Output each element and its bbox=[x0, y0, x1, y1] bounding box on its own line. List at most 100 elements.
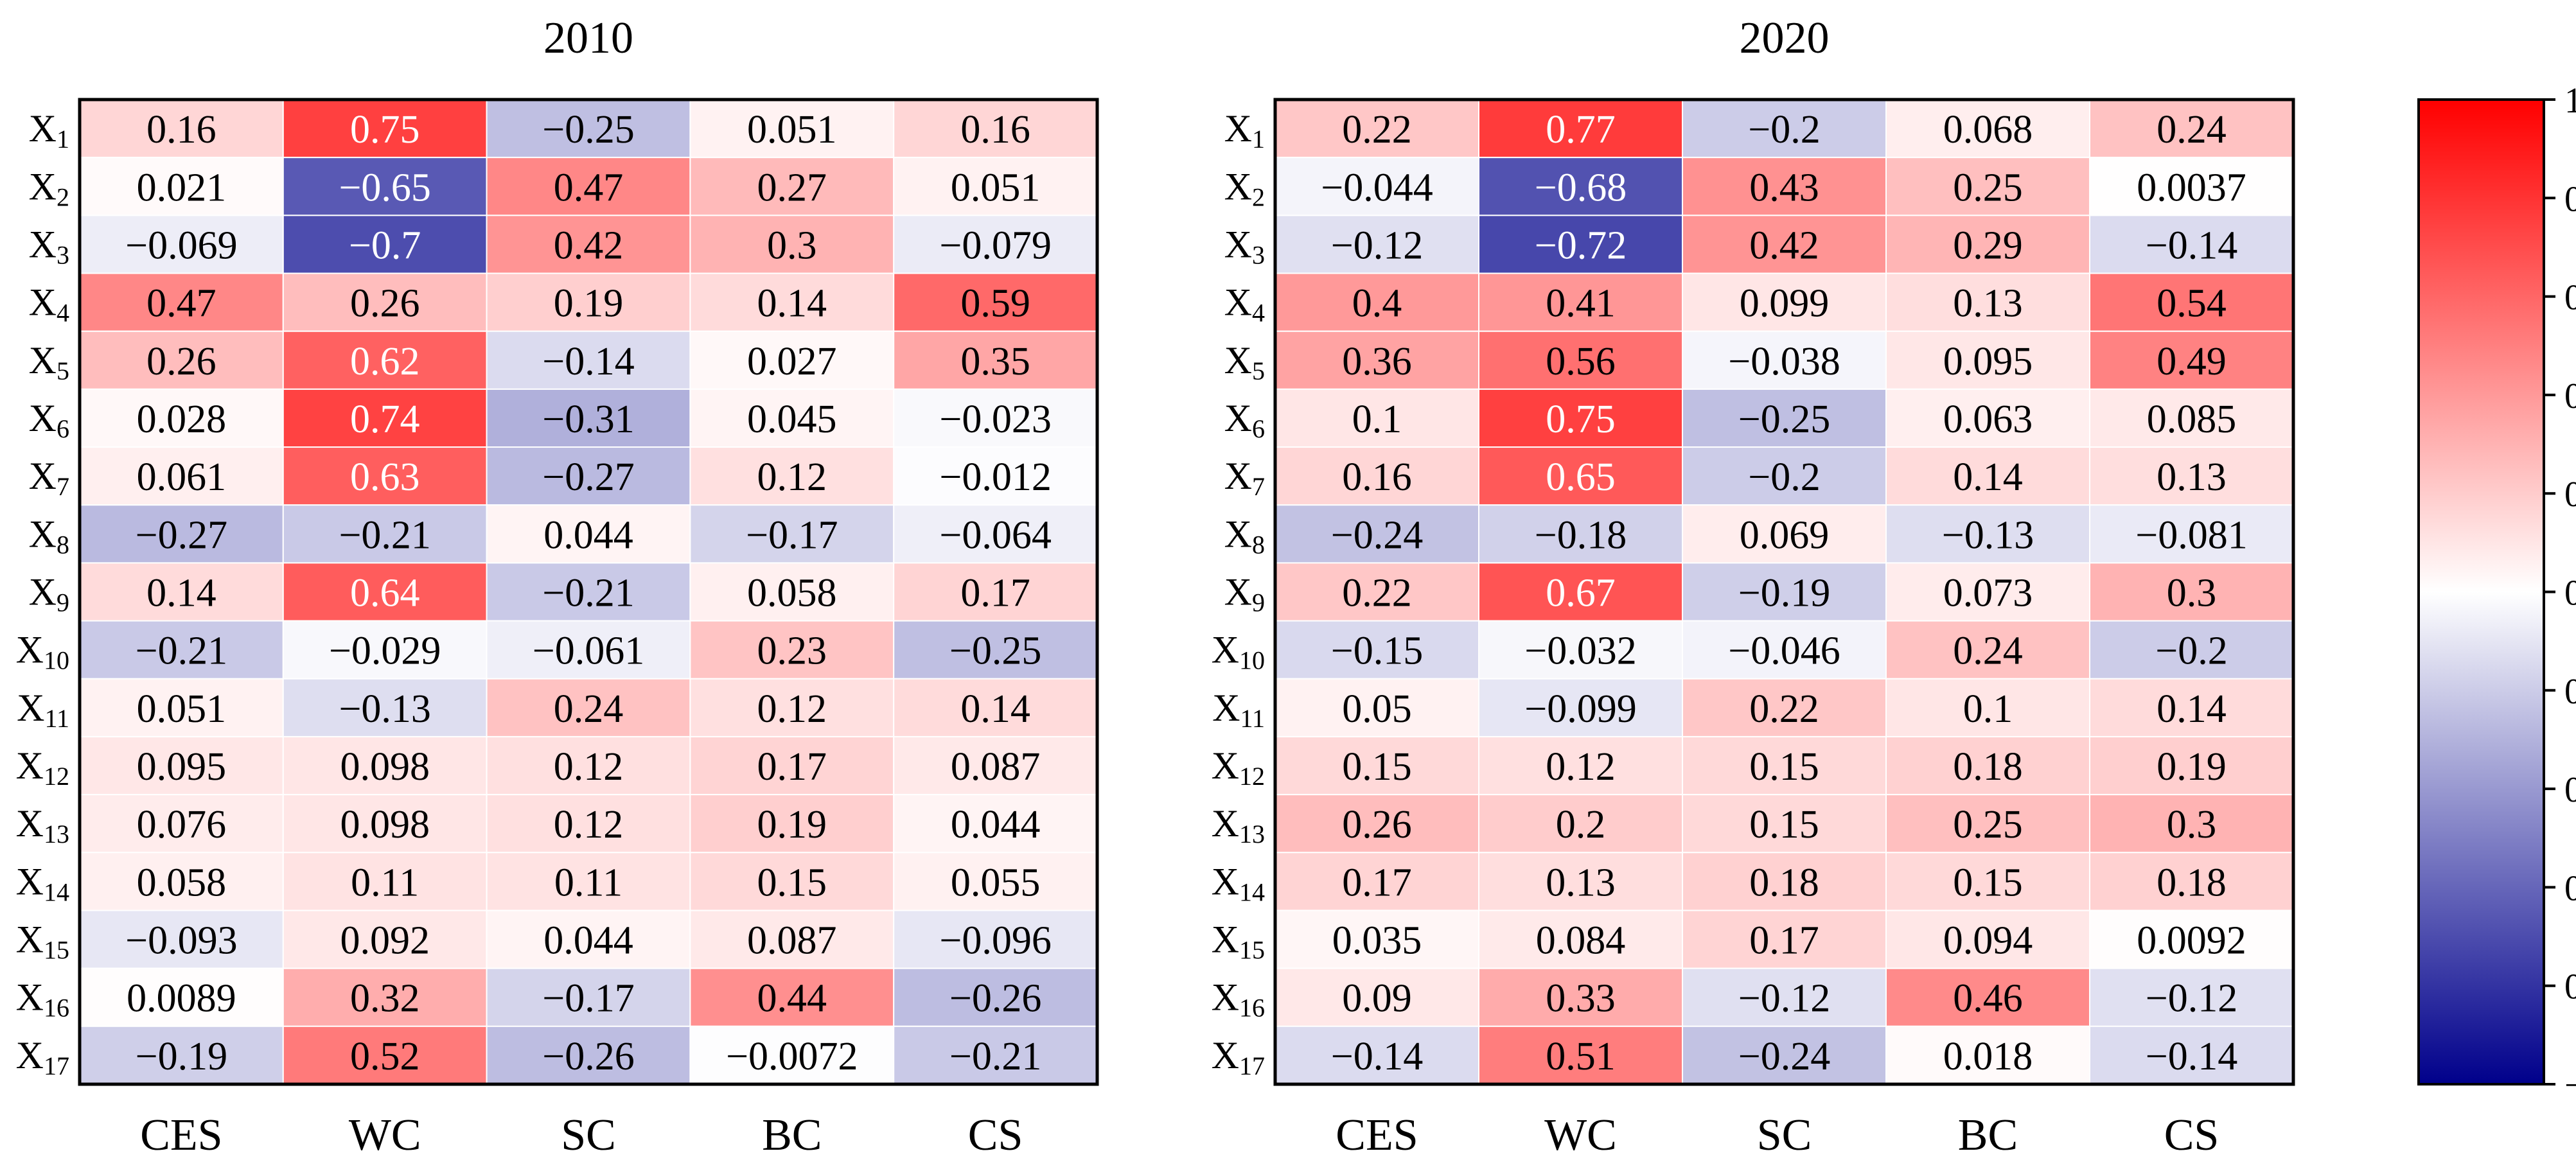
panel2-data-label: 0.4 bbox=[1352, 282, 1402, 326]
panel2-data-label: −0.2 bbox=[1748, 455, 1820, 499]
panel2-cell bbox=[1275, 967, 1479, 1027]
panel1-cell bbox=[689, 852, 895, 911]
panel2-data-label: 0.46 bbox=[1953, 977, 2023, 1021]
panel2-title: 2020 bbox=[1740, 13, 1830, 63]
panel2-data-label: 0.095 bbox=[1943, 340, 2033, 383]
panel1-cell bbox=[486, 388, 691, 448]
panel2-cell bbox=[1885, 388, 2090, 448]
panel1-data-label: −0.069 bbox=[125, 224, 237, 267]
panel1-row-label: X10 bbox=[16, 629, 69, 675]
panel2-cell bbox=[1885, 562, 2090, 622]
panel1-data-label: −0.27 bbox=[542, 455, 634, 499]
panel2-data-label: 0.085 bbox=[2147, 398, 2237, 441]
panel2-column-label: WC bbox=[1544, 1111, 1617, 1160]
panel2-column-label: CS bbox=[2164, 1111, 2219, 1160]
panel2-cell bbox=[1682, 794, 1887, 854]
panel2-data-label: −0.12 bbox=[1331, 224, 1423, 267]
panel1-cell bbox=[486, 852, 691, 911]
panel2-data-label: 0.068 bbox=[1943, 108, 2033, 152]
panel1-data-label: 0.59 bbox=[960, 282, 1030, 326]
panel1-cell bbox=[689, 272, 895, 332]
colorbar-tick-label: 1 bbox=[2564, 81, 2576, 121]
panel2-cell bbox=[1682, 157, 1887, 216]
panel1-cell bbox=[79, 620, 284, 680]
panel2-column-label: SC bbox=[1757, 1111, 1812, 1160]
panel1-data-label: 0.17 bbox=[757, 745, 827, 789]
panel1-row-label: X8 bbox=[29, 513, 69, 559]
panel1-cell bbox=[79, 504, 284, 564]
panel2-data-label: 0.084 bbox=[1536, 919, 1626, 963]
panel1-data-label: −0.061 bbox=[533, 629, 644, 673]
panel2-data-label: 0.67 bbox=[1546, 572, 1616, 615]
panel2-row-label: X14 bbox=[1212, 860, 1265, 906]
panel2-data-label: −0.68 bbox=[1535, 166, 1627, 209]
panel2-data-label: 0.43 bbox=[1749, 166, 1819, 209]
panel1-row-label: X5 bbox=[29, 339, 69, 385]
panel2-data-label: 0.77 bbox=[1546, 108, 1616, 152]
panel2-data-label: 0.063 bbox=[1943, 398, 2033, 441]
panel2-cell bbox=[1275, 388, 1479, 448]
panel1-data-label: 0.62 bbox=[350, 340, 420, 383]
panel2-data-label: 0.54 bbox=[2157, 282, 2227, 326]
panel1-data-label: 0.63 bbox=[350, 455, 420, 499]
panel1-title: 2010 bbox=[543, 13, 633, 63]
panel2-data-label: 0.51 bbox=[1546, 1035, 1616, 1078]
panel2-frame bbox=[1273, 98, 2295, 1086]
panel1-data-label: 0.0089 bbox=[127, 977, 236, 1021]
panel2-cell bbox=[1275, 215, 1479, 274]
panel1-cell bbox=[79, 794, 284, 854]
panel2-cell bbox=[1885, 446, 2090, 506]
panel2-data-label: −0.18 bbox=[1535, 513, 1627, 557]
panel1-cell bbox=[282, 910, 488, 969]
panel2-row-label: X15 bbox=[1212, 919, 1265, 965]
panel2-cell bbox=[1478, 272, 1683, 332]
panel2-row-label: X1 bbox=[1224, 107, 1265, 154]
panel1-row-label: X3 bbox=[29, 223, 69, 269]
panel2-data-label: 0.15 bbox=[1953, 861, 2023, 904]
panel1-cell bbox=[486, 1025, 691, 1085]
panel2-row-label: X8 bbox=[1224, 513, 1265, 559]
panel1-data-label: 0.051 bbox=[747, 108, 837, 152]
panel2-data-label: 0.035 bbox=[1332, 919, 1422, 963]
panel2-data-label: 0.09 bbox=[1342, 977, 1412, 1021]
panel2-cell bbox=[2089, 852, 2294, 911]
panel2-cell bbox=[2089, 272, 2294, 332]
panel2-cell bbox=[1478, 446, 1683, 506]
panel2-cell bbox=[1478, 388, 1683, 448]
panel1-cell bbox=[893, 330, 1098, 390]
panel1-row-label: X2 bbox=[29, 165, 69, 211]
panel1-cell bbox=[486, 562, 691, 622]
panel1-row-label: X13 bbox=[16, 802, 69, 848]
panel2-cell bbox=[1885, 967, 2090, 1027]
panel2-data-label: −0.72 bbox=[1535, 224, 1627, 267]
panel2-data-label: 0.18 bbox=[1953, 745, 2023, 789]
panel2-data-label: −0.14 bbox=[2146, 224, 2237, 267]
panel1-data-label: 0.051 bbox=[951, 166, 1041, 209]
panel2-row-label: X9 bbox=[1224, 571, 1265, 617]
panel1-cell bbox=[893, 910, 1098, 969]
panel1-cell bbox=[79, 967, 284, 1027]
panel1-data-label: 0.19 bbox=[554, 282, 624, 326]
panel2-data-label: 0.56 bbox=[1546, 340, 1616, 383]
panel1-row-label: X11 bbox=[17, 687, 69, 733]
colorbar-tick-label: 0.8 bbox=[2564, 967, 2576, 1007]
panel1-column-label: WC bbox=[349, 1111, 421, 1160]
panel1-column-label: CES bbox=[140, 1111, 222, 1160]
panel2-cell bbox=[1885, 852, 2090, 911]
panel2-data-label: 0.19 bbox=[2157, 745, 2227, 789]
panel1-data-label: 0.11 bbox=[351, 861, 419, 904]
panel1-data-label: 0.12 bbox=[757, 455, 827, 499]
panel1-data-label: 0.14 bbox=[146, 572, 216, 615]
panel2-data-label: 0.22 bbox=[1342, 572, 1412, 615]
panel1-row-label: X12 bbox=[16, 744, 69, 791]
panel1-data-label: 0.64 bbox=[350, 572, 420, 615]
panel1-data-label: −0.012 bbox=[939, 455, 1051, 499]
panel1-data-label: −0.65 bbox=[339, 166, 430, 209]
panel1-row-label: X9 bbox=[29, 571, 69, 617]
panel2-data-label: 0.49 bbox=[2157, 340, 2227, 383]
panel2-data-label: 0.14 bbox=[1953, 455, 2023, 499]
panel1-cell bbox=[79, 446, 284, 506]
panel1-row-label: X14 bbox=[16, 860, 69, 906]
panel1-data-label: 0.14 bbox=[757, 282, 827, 326]
panel1-cell bbox=[486, 330, 691, 390]
